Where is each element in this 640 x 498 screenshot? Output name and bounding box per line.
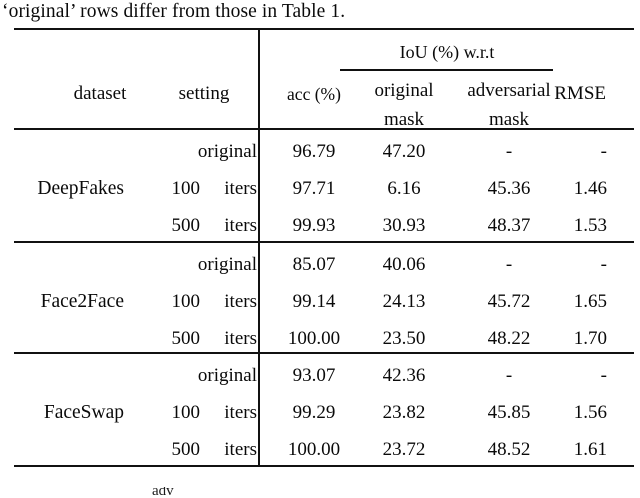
table-bottom-rule — [14, 465, 634, 468]
table-row-acc: 100.00 — [287, 328, 341, 349]
table-row-setting-word: iters — [224, 291, 257, 312]
column-header-iou-span: IoU (%) w.r.t — [399, 42, 495, 62]
table-row-setting-word: iters — [224, 439, 257, 460]
table-row-iou-adversarial: 45.85 — [487, 402, 531, 423]
table-row-iou-adversarial: - — [505, 254, 513, 275]
table-row-setting-number: 500 — [171, 328, 201, 349]
column-header-original-mask-line1: original — [374, 80, 434, 101]
table-row-dataset-label: FaceSwap — [43, 402, 124, 423]
table-row-iou-original: 23.50 — [382, 328, 426, 349]
table-row-setting-number: 100 — [171, 291, 201, 312]
iou-span-rule — [340, 69, 553, 71]
table-row-iou-original: 24.13 — [382, 291, 426, 312]
column-header-dataset: dataset — [73, 83, 127, 104]
table-row-setting-word: original — [197, 254, 257, 275]
table-top-rule — [14, 28, 634, 31]
table-row-rmse: - — [600, 141, 607, 162]
table-row-setting-number: 500 — [171, 439, 201, 460]
table-row-iou-adversarial: - — [505, 365, 513, 386]
table-row-iou-adversarial: 48.22 — [487, 328, 531, 349]
table-row-setting-number: 500 — [171, 215, 201, 236]
table-caption: ‘original’ rows differ from those in Tab… — [2, 1, 346, 22]
table-row-setting-word: iters — [224, 178, 257, 199]
table-group-rule-2 — [14, 352, 634, 354]
table-row-setting-word: original — [197, 141, 257, 162]
table-row-setting-number: 100 — [171, 178, 201, 199]
clipped-text: adv — [152, 487, 174, 498]
table-row-iou-original: 23.82 — [382, 402, 426, 423]
table-row-acc: 100.00 — [287, 439, 341, 460]
table-row-acc: 97.71 — [292, 178, 336, 199]
column-header-rmse: RMSE — [554, 83, 606, 104]
results-table: dataset setting acc (%) IoU (%) w.r.t or… — [14, 28, 634, 468]
table-row-acc: 96.79 — [292, 141, 336, 162]
table-row-rmse: 1.46 — [573, 178, 607, 199]
table-row-acc: 93.07 — [292, 365, 336, 386]
table-row-iou-original: 30.93 — [382, 215, 426, 236]
table-vertical-rule — [258, 30, 260, 465]
table-row-setting-word: original — [197, 365, 257, 386]
table-row-rmse: 1.56 — [573, 402, 607, 423]
table-row-iou-adversarial: - — [505, 141, 513, 162]
clipped-text-below-table: adv — [152, 487, 272, 498]
table-row-setting-word: iters — [224, 215, 257, 236]
table-row-iou-original: 6.16 — [387, 178, 421, 199]
table-row-setting-word: iters — [224, 328, 257, 349]
table-row-rmse: 1.61 — [573, 439, 607, 460]
table-row-rmse: 1.53 — [573, 215, 607, 236]
column-header-setting: setting — [178, 83, 230, 104]
table-row-iou-original: 40.06 — [382, 254, 426, 275]
table-row-iou-adversarial: 45.36 — [487, 178, 531, 199]
table-row-iou-adversarial: 48.37 — [487, 215, 531, 236]
table-row-acc: 99.93 — [292, 215, 336, 236]
table-row-iou-adversarial: 45.72 — [487, 291, 531, 312]
table-row-dataset-label: Face2Face — [40, 291, 124, 312]
table-row-iou-adversarial: 48.52 — [487, 439, 531, 460]
table-row-rmse: - — [600, 365, 607, 386]
column-header-original-mask-line2: mask — [383, 109, 425, 130]
table-row-acc: 99.14 — [292, 291, 336, 312]
table-group-rule-1 — [14, 241, 634, 243]
table-row-rmse: - — [600, 254, 607, 275]
table-row-setting-number: 100 — [171, 402, 201, 423]
table-row-acc: 85.07 — [292, 254, 336, 275]
table-row-setting-word: iters — [224, 402, 257, 423]
table-row-acc: 99.29 — [292, 402, 336, 423]
table-row-iou-original: 42.36 — [382, 365, 426, 386]
table-header-rule — [14, 128, 634, 130]
table-row-iou-original: 23.72 — [382, 439, 426, 460]
column-header-adversarial-mask-line2: mask — [488, 109, 530, 130]
table-row-dataset-label: DeepFakes — [37, 178, 124, 199]
table-row-rmse: 1.65 — [573, 291, 607, 312]
column-header-acc: acc (%) — [287, 84, 341, 104]
table-row-rmse: 1.70 — [573, 328, 607, 349]
column-header-adversarial-mask-line1: adversarial — [467, 80, 551, 101]
table-row-iou-original: 47.20 — [382, 141, 426, 162]
